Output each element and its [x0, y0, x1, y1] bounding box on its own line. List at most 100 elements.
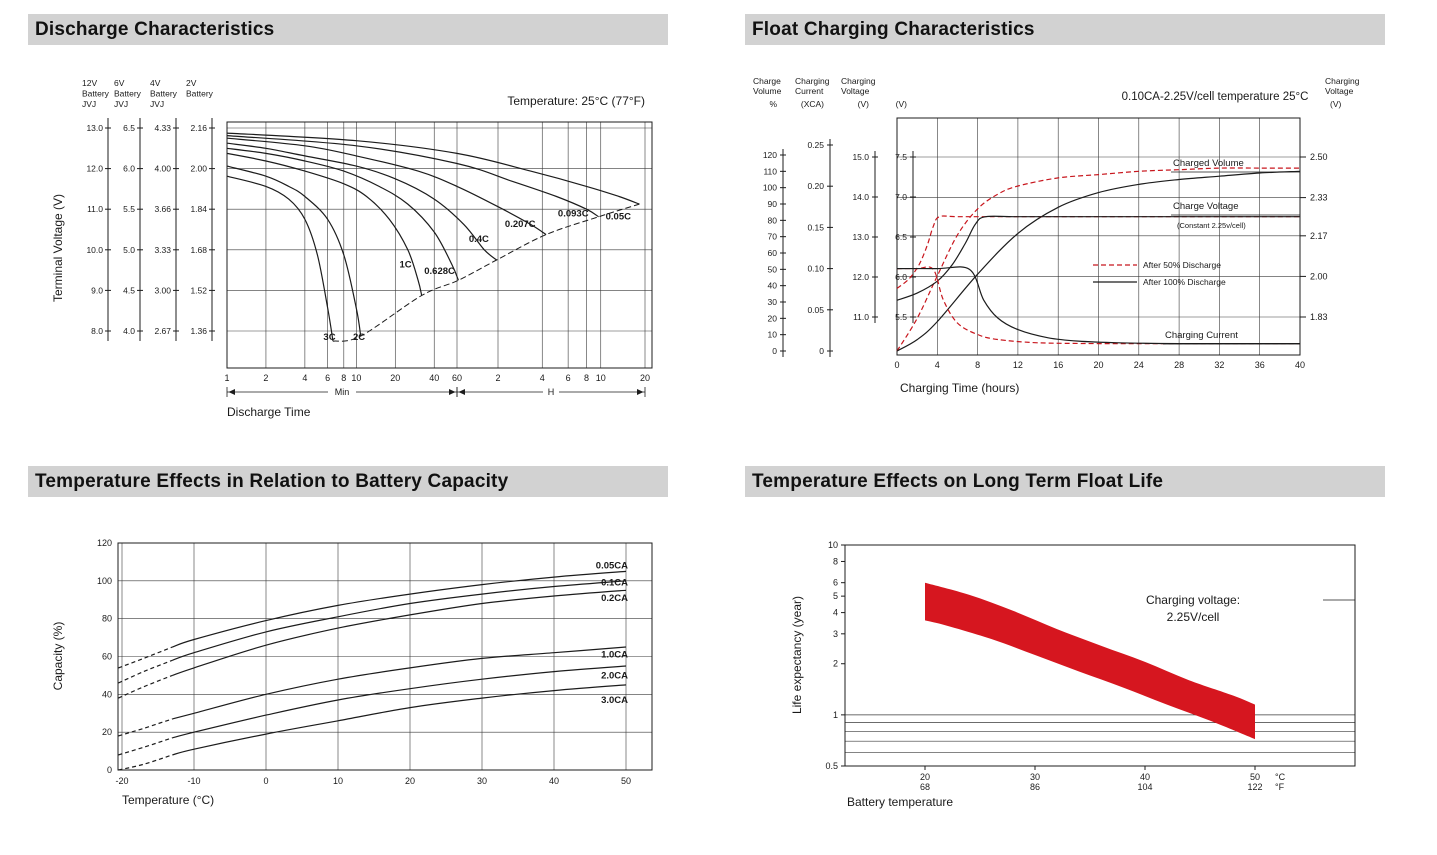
battery-axis-tick-label: 11.0 — [87, 204, 103, 214]
axis-tick-label: 6.0 — [895, 272, 907, 282]
x-tick-label: 4 — [540, 373, 545, 383]
axis-header: Charge — [753, 76, 781, 86]
rate-label-1C: 1C — [399, 260, 411, 271]
right-axis-tick-label: 1.83 — [1310, 312, 1328, 322]
series-label-3.0CA: 3.0CA — [601, 695, 628, 706]
series-0.4C — [226, 142, 497, 261]
x-tick-label: 20 — [390, 373, 400, 383]
axis-tick-label: 14.0 — [852, 192, 869, 202]
axis-tick-label: 40 — [768, 281, 778, 291]
series-label-0.2CA: 0.2CA — [601, 593, 628, 604]
axis-tick-label: 0.10 — [807, 264, 824, 274]
x-tick-label: 20 — [1093, 360, 1103, 370]
x-tick-label: 4 — [935, 360, 940, 370]
series-0.1CA-lowtemp — [118, 659, 173, 684]
axis-unit: % — [769, 99, 777, 109]
axis-unit: (V) — [1330, 99, 1342, 109]
y-axis-title: Terminal Voltage (V) — [51, 194, 65, 302]
series-0.05CA — [172, 570, 627, 648]
y-tick-label: 10 — [828, 540, 838, 550]
axis-header: Voltage — [1325, 86, 1354, 96]
x-tick-label: -10 — [187, 776, 200, 786]
y-tick-label: 0.5 — [825, 761, 838, 771]
y-tick-label: 2 — [833, 659, 838, 669]
x-unit-label: Min — [335, 387, 350, 397]
battery-axis-header: JVJ — [150, 99, 164, 109]
battery-axis-tick-label: 8.0 — [91, 326, 103, 336]
battery-axis-header: 12V — [82, 78, 97, 88]
battery-axis-tick-label: 10.0 — [86, 245, 103, 255]
series-2C — [226, 165, 362, 337]
battery-axis-tick-label: 2.16 — [190, 123, 207, 133]
curve-label: Charging Current — [1165, 330, 1238, 341]
y-axis-title: Capacity (%) — [51, 622, 65, 691]
battery-axis-tick-label: 13.0 — [86, 123, 103, 133]
axis-tick-label: 0 — [819, 346, 824, 356]
curve-label: Charge Voltage — [1173, 201, 1239, 212]
battery-axis-tick-label: 2.00 — [190, 164, 207, 174]
axis-tick-label: 120 — [763, 150, 777, 160]
range-arrowhead — [458, 389, 465, 395]
battery-axis-header: 2V — [186, 78, 197, 88]
series-2.0CA — [172, 665, 627, 739]
x-unit-fahrenheit: °F — [1275, 782, 1285, 792]
y-tick-label: 4 — [833, 608, 838, 618]
axis-tick-label: 0.05 — [807, 305, 824, 315]
rate-label-0.093C: 0.093C — [558, 208, 589, 219]
battery-axis-tick-label: 3.66 — [154, 204, 171, 214]
range-arrowhead — [637, 389, 644, 395]
battery-axis-header: Battery — [150, 89, 178, 99]
cutoff-locus — [332, 203, 640, 342]
axis-header: Voltage — [841, 86, 870, 96]
axis-unit: (XCA) — [801, 99, 824, 109]
battery-axis-header: 4V — [150, 78, 161, 88]
series-2.0CA-lowtemp — [118, 737, 173, 756]
x-axis-title: Discharge Time — [227, 405, 311, 419]
header-temperature-capacity: Temperature Effects in Relation to Batte… — [28, 466, 668, 497]
x-tick-label: 40 — [429, 373, 439, 383]
x-tick-label: 8 — [341, 373, 346, 383]
x-tick-label: -20 — [115, 776, 128, 786]
battery-axis-header: JVJ — [114, 99, 128, 109]
x-tick-label: 10 — [351, 373, 361, 383]
header-discharge-characteristics: Discharge Characteristics — [28, 14, 668, 45]
rate-label-2C: 2C — [353, 332, 365, 343]
x-tick-celsius: 40 — [1140, 772, 1150, 782]
axis-tick-label: 13.0 — [852, 232, 869, 242]
x-tick-label: 20 — [405, 776, 415, 786]
x-tick-label: 40 — [549, 776, 559, 786]
x-unit-celsius: °C — [1275, 772, 1286, 782]
y-axis-title: Life expectancy (year) — [790, 596, 804, 714]
float-charging-chart: 0.10CA-2.25V/cell temperature 25°C 0 4 8 12 1… — [753, 76, 1360, 395]
axis-tick-label: 80 — [768, 215, 778, 225]
y-tick-label: 6 — [833, 578, 838, 588]
axis-tick-label: 10 — [768, 330, 778, 340]
x-tick-fahrenheit: 104 — [1137, 782, 1152, 792]
right-axis-tick-label: 2.50 — [1310, 152, 1328, 162]
x-tick-label: 36 — [1255, 360, 1265, 370]
life-expectancy-band — [925, 582, 1255, 740]
axis-unit: (V) — [858, 99, 870, 109]
rate-label-0.05C: 0.05C — [606, 211, 631, 222]
battery-axis-tick-label: 4.5 — [123, 285, 135, 295]
x-tick-label: 12 — [1013, 360, 1023, 370]
axis-tick-label: 5.5 — [895, 312, 907, 322]
battery-axis-tick-label: 5.5 — [123, 204, 135, 214]
axis-tick-label: 0 — [772, 346, 777, 356]
x-tick-label: 0 — [894, 360, 899, 370]
battery-axis-tick-label: 12.0 — [86, 164, 103, 174]
axis-header: Charging — [1325, 76, 1360, 86]
x-unit-label: H — [548, 387, 555, 397]
y-tick-label: 120 — [97, 538, 112, 548]
axis-tick-label: 20 — [768, 313, 778, 323]
x-tick-label: 60 — [452, 373, 462, 383]
series-label-1.0CA: 1.0CA — [601, 650, 628, 661]
series-0.093C — [226, 135, 599, 218]
y-tick-label: 20 — [102, 727, 112, 737]
battery-axis-tick-label: 1.68 — [190, 245, 207, 255]
battery-axis-header: 6V — [114, 78, 125, 88]
battery-axis-header: Battery — [114, 89, 142, 99]
axis-tick-label: 50 — [768, 264, 778, 274]
series-charged-volume-50 — [896, 167, 1300, 352]
